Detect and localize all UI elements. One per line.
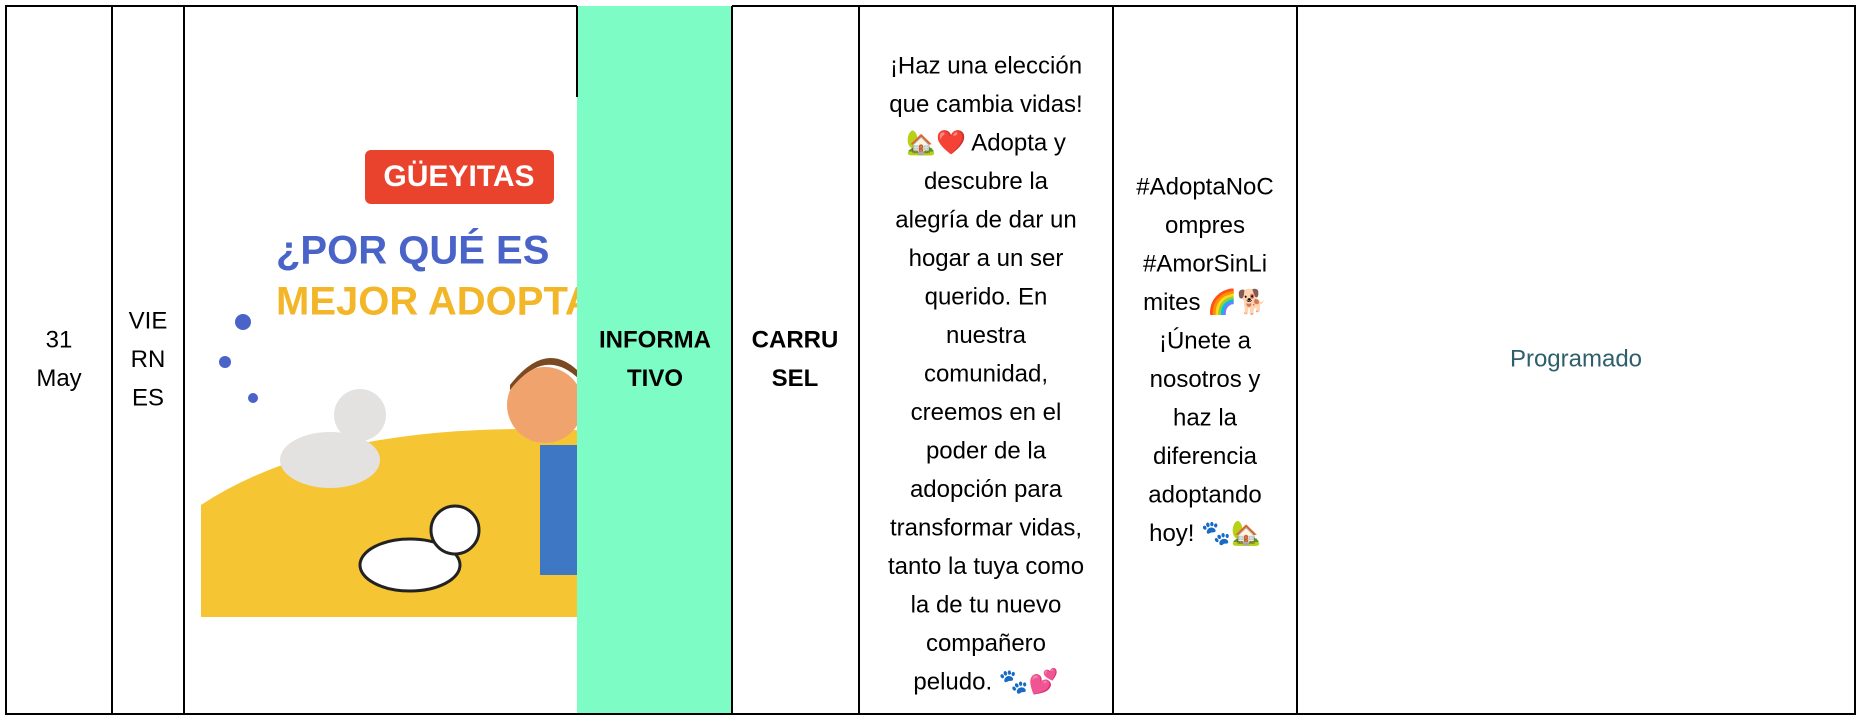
hashtag-line: mites 🌈🐕 xyxy=(1143,287,1267,316)
caption-line: adopción para xyxy=(910,476,1063,503)
category: INFORMA xyxy=(599,326,711,353)
caption-line: descubre la xyxy=(924,168,1049,195)
caption-line: hogar a un ser xyxy=(909,245,1064,272)
hashtag-line: haz la xyxy=(1173,404,1238,431)
caption-line: transformar vidas, xyxy=(890,514,1082,541)
cell-borders xyxy=(5,5,1856,715)
format: SEL xyxy=(772,365,819,392)
date: 31 xyxy=(46,326,73,353)
post-image: GÜEYITAS ¿POR QUÉ ES MEJOR ADOPTA xyxy=(201,100,594,617)
caption-line: creemos en el xyxy=(911,399,1062,426)
hashtag-line: ompres xyxy=(1165,212,1245,239)
caption-line: peludo. 🐾💕 xyxy=(913,667,1058,695)
hashtag-line: ¡Únete a xyxy=(1159,327,1252,354)
format: CARRU xyxy=(752,326,839,353)
caption-line: comunidad, xyxy=(924,360,1048,387)
hashtag-line: #AmorSinLi xyxy=(1143,250,1267,277)
caption-line: la de tu nuevo xyxy=(911,591,1062,618)
category: TIVO xyxy=(627,365,683,392)
image-headline: MEJOR ADOPTA xyxy=(276,280,594,324)
caption-line: querido. En xyxy=(925,283,1048,310)
weekday: ES xyxy=(132,384,164,411)
date: May xyxy=(36,365,81,392)
logo-text: GÜEYITAS xyxy=(383,160,534,193)
caption-line: que cambia vidas! xyxy=(889,91,1082,118)
caption-line: ¡Haz una elección xyxy=(890,52,1082,79)
caption-line: tanto la tuya como xyxy=(888,553,1084,580)
caption-line: nuestra xyxy=(946,322,1027,349)
category-cell-bg xyxy=(577,6,732,714)
hashtag-line: hoy! 🐾🏡 xyxy=(1149,520,1261,547)
caption-line: poder de la xyxy=(926,437,1047,464)
caption-line: compañero xyxy=(926,630,1046,657)
caption-line: 🏡❤️ Adopta y xyxy=(906,129,1066,156)
status: Programado xyxy=(1510,345,1642,372)
hashtag-line: nosotros y xyxy=(1150,366,1261,393)
hashtag-line: adoptando xyxy=(1148,481,1261,508)
hashtag-line: diferencia xyxy=(1153,443,1258,470)
hashtag-line: #AdoptaNoC xyxy=(1136,173,1273,200)
caption-line: alegría de dar un xyxy=(895,206,1076,233)
weekday: VIE xyxy=(129,307,168,334)
image-headline: ¿POR QUÉ ES xyxy=(276,228,549,273)
weekday: RN xyxy=(131,346,166,373)
